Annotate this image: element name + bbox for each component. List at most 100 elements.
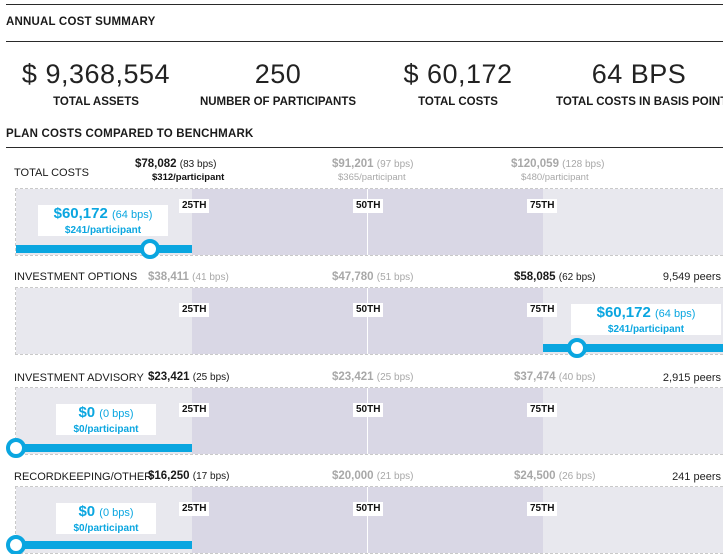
median-line: [367, 189, 368, 255]
p75-bps: (128 bps): [562, 159, 605, 170]
investment-advisory-p25-value: $23,421 (25 bps): [148, 371, 229, 383]
benchmark-rule: [6, 147, 723, 148]
recordkeeping-peers: 241 peers: [672, 471, 721, 483]
total-costs-p25-per-participant: $312/participant: [152, 172, 225, 183]
summary-rule: [6, 41, 723, 42]
investment-options-p25-value: $38,411 (41 bps): [148, 271, 229, 283]
plan-cost-per-participant: $241/participant: [64, 225, 142, 236]
investment-advisory-p50-value: $23,421 (25 bps): [332, 371, 413, 383]
p25-bps: (83 bps): [179, 159, 217, 170]
plan-cost-marker: [6, 438, 26, 458]
total-costs-label: TOTAL COSTS: [418, 96, 498, 108]
plan-cost-marker: [567, 338, 587, 358]
benchmark-band-recordkeeping-other: 25TH 50TH 75TH $0 (0 bps) $0/participant: [6, 486, 723, 554]
p25-amount: $23,421: [148, 371, 190, 383]
plan-cost-per-participant: $0/participant: [73, 424, 139, 435]
p75-bps: (62 bps): [558, 272, 596, 283]
quartile-75-label: 75TH: [527, 303, 558, 317]
plan-cost-bar: [16, 444, 192, 452]
top-rule: [6, 4, 723, 5]
plan-cost-amount: $60,172: [596, 304, 651, 321]
median-line: [367, 487, 368, 553]
p75-amount: $120,059: [511, 158, 559, 170]
band-segment-low: [16, 288, 192, 354]
plan-cost-amount: $0: [78, 404, 96, 421]
plan-cost-marker: [6, 535, 26, 554]
p50-amount: $20,000: [332, 470, 374, 482]
plan-cost-bps: (64 bps): [655, 308, 696, 320]
p50-bps: (97 bps): [376, 159, 414, 170]
participants-value: 250: [254, 59, 302, 89]
p25-amount: $16,250: [148, 470, 190, 482]
p75-amount: $24,500: [514, 470, 556, 482]
plan-cost-bar: [16, 245, 192, 253]
investment-options-p75-value: $58,085 (62 bps): [514, 271, 595, 283]
recordkeeping-p25-value: $16,250 (17 bps): [148, 470, 229, 482]
p75-amount: $37,474: [514, 371, 556, 383]
median-line: [367, 388, 368, 454]
benchmark-band-total-costs: 25TH 50TH 75TH $60,172 (64 bps) $241/par…: [15, 188, 723, 259]
p75-bps: (40 bps): [558, 372, 596, 383]
p25-amount: $78,082: [135, 158, 177, 170]
total-bps-value: 64 BPS: [591, 59, 687, 89]
band-segment-high: [543, 388, 723, 454]
band-segment-high: [543, 189, 723, 255]
row-label-investment-advisory: INVESTMENT ADVISORY: [14, 372, 144, 384]
investment-advisory-peers: 2,915 peers: [662, 372, 721, 384]
total-assets-label: TOTAL ASSETS: [53, 96, 139, 108]
stat-total-assets: $ 9,368,554 TOTAL ASSETS: [16, 58, 176, 108]
total-costs-value: $ 60,172: [403, 59, 513, 89]
quartile-50-label: 50TH: [353, 303, 384, 317]
plan-cost-callout: $60,172 (64 bps) $241/participant: [38, 205, 168, 236]
row-label-investment-options: INVESTMENT OPTIONS: [14, 271, 138, 283]
benchmark-title: PLAN COSTS COMPARED TO BENCHMARK: [6, 128, 254, 140]
p50-amount: $47,780: [332, 271, 374, 283]
plan-cost-per-participant: $0/participant: [73, 523, 139, 534]
plan-cost-value: $60,172 (64 bps): [38, 205, 168, 222]
investment-options-p50-value: $47,780 (51 bps): [332, 271, 413, 283]
plan-cost-amount: $0: [78, 503, 96, 520]
plan-cost-value: $60,172 (64 bps): [571, 304, 721, 321]
total-assets-value: $ 9,368,554: [21, 59, 171, 89]
total-bps-label: TOTAL COSTS IN BASIS POINTS: [556, 96, 723, 108]
row-label-total-costs: TOTAL COSTS: [14, 167, 89, 179]
benchmark-band-investment-advisory: 25TH 50TH 75TH $0 (0 bps) $0/participant: [6, 387, 723, 458]
p25-amount: $38,411: [148, 271, 189, 283]
plan-cost-bar: [16, 541, 192, 549]
quartile-50-label: 50TH: [353, 199, 384, 213]
quartile-75-label: 75TH: [527, 403, 558, 417]
stat-total-costs: $ 60,172 TOTAL COSTS: [378, 58, 538, 108]
p25-bps: (25 bps): [192, 372, 230, 383]
total-costs-p75-per-participant: $480/participant: [521, 172, 589, 183]
band-segment-high: [543, 487, 723, 553]
investment-options-peers: 9,549 peers: [662, 271, 721, 283]
recordkeeping-p75-value: $24,500 (26 bps): [514, 470, 595, 482]
p75-bps: (26 bps): [558, 471, 596, 482]
total-costs-p75-value: $120,059 (128 bps): [511, 158, 604, 170]
quartile-50-label: 50TH: [353, 502, 384, 516]
p50-bps: (25 bps): [376, 372, 414, 383]
p25-bps: (41 bps): [192, 272, 229, 283]
p50-bps: (21 bps): [376, 471, 414, 482]
benchmark-band-investment-options: 25TH 50TH 75TH $60,172 (64 bps) $241/par…: [15, 287, 723, 358]
row-label-recordkeeping-other: RECORDKEEPING/OTHER: [14, 471, 153, 483]
plan-cost-callout: $60,172 (64 bps) $241/participant: [571, 304, 721, 335]
median-line: [367, 288, 368, 354]
p50-bps: (51 bps): [376, 272, 414, 283]
plan-cost-value: $0 (0 bps): [56, 404, 156, 421]
total-costs-p50-per-participant: $365/participant: [338, 172, 406, 183]
plan-cost-value: $0 (0 bps): [56, 503, 156, 520]
quartile-25-label: 25TH: [179, 502, 210, 516]
plan-cost-marker: [140, 239, 160, 259]
p50-amount: $23,421: [332, 371, 374, 383]
p75-amount: $58,085: [514, 271, 556, 283]
quartile-25-label: 25TH: [179, 403, 210, 417]
p25-bps: (17 bps): [192, 471, 230, 482]
plan-cost-bps: (0 bps): [99, 408, 134, 420]
total-costs-p50-value: $91,201 (97 bps): [332, 158, 413, 170]
quartile-50-label: 50TH: [353, 403, 384, 417]
plan-cost-bps: (64 bps): [112, 209, 153, 221]
quartile-75-label: 75TH: [527, 502, 558, 516]
investment-advisory-p75-value: $37,474 (40 bps): [514, 371, 595, 383]
quartile-75-label: 75TH: [527, 199, 558, 213]
